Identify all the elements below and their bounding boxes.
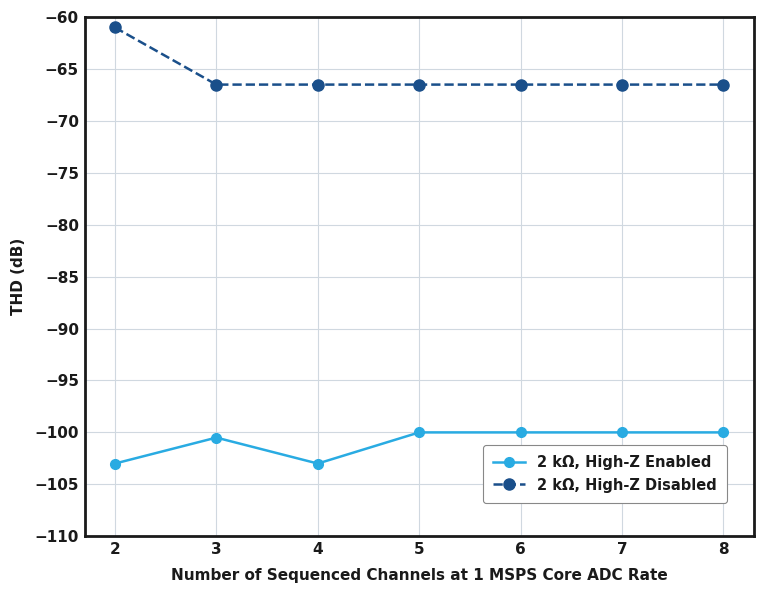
2 kΩ, High-Z Enabled [415, 429, 424, 436]
2 kΩ, High-Z Disabled [719, 81, 728, 88]
Legend: 2 kΩ, High-Z Enabled, 2 kΩ, High-Z Disabled: 2 kΩ, High-Z Enabled, 2 kΩ, High-Z Disab… [483, 446, 727, 503]
2 kΩ, High-Z Enabled [617, 429, 627, 436]
2 kΩ, High-Z Disabled [617, 81, 627, 88]
2 kΩ, High-Z Disabled [516, 81, 526, 88]
2 kΩ, High-Z Disabled [110, 24, 119, 31]
2 kΩ, High-Z Enabled [212, 434, 221, 441]
Line: 2 kΩ, High-Z Disabled: 2 kΩ, High-Z Disabled [109, 22, 729, 90]
2 kΩ, High-Z Enabled [719, 429, 728, 436]
Line: 2 kΩ, High-Z Enabled: 2 kΩ, High-Z Enabled [110, 428, 728, 469]
2 kΩ, High-Z Enabled [313, 460, 322, 467]
2 kΩ, High-Z Disabled [415, 81, 424, 88]
2 kΩ, High-Z Disabled [212, 81, 221, 88]
Y-axis label: THD (dB): THD (dB) [11, 238, 26, 315]
2 kΩ, High-Z Enabled [110, 460, 119, 467]
X-axis label: Number of Sequenced Channels at 1 MSPS Core ADC Rate: Number of Sequenced Channels at 1 MSPS C… [171, 568, 668, 583]
2 kΩ, High-Z Enabled [516, 429, 526, 436]
2 kΩ, High-Z Disabled [313, 81, 322, 88]
